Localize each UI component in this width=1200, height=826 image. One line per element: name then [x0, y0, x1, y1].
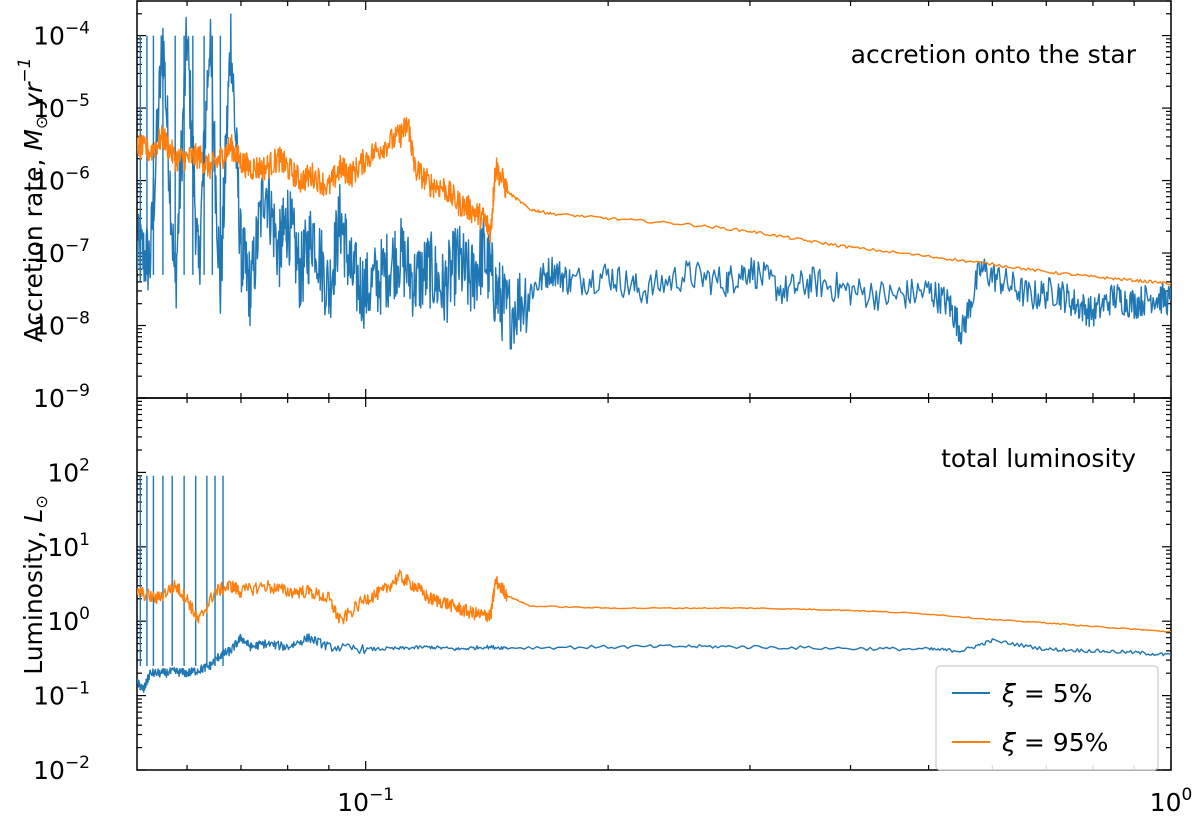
bottom-ytick-label: 100: [47, 604, 90, 636]
x-tick-label: 10−1: [337, 785, 394, 817]
top-axis-ticks: [137, 0, 1172, 399]
bottom-panel-frame: [136, 397, 1172, 771]
bottom-series-xi-95: [137, 569, 1171, 633]
x-tick-labels: 10−1 100: [337, 785, 1192, 817]
top-panel: 10−9 10−8 10−7 10−6 10−5 10−4 accretion onto …: [15, 0, 1172, 413]
top-panel-label: accretion onto the star: [851, 40, 1137, 69]
legend-label-xi-5: ξ = 5%: [1001, 679, 1092, 708]
top-ytick-label: 10−8: [33, 309, 90, 341]
top-ytick-label: 10−9: [33, 381, 90, 413]
top-series-xi-95: [137, 116, 1171, 286]
top-series-group: [137, 13, 1171, 350]
legend: ξ = 5% ξ = 95%: [935, 665, 1159, 771]
top-ytick-label: 10−6: [33, 164, 90, 196]
bottom-ytick-label: 10−1: [33, 679, 90, 711]
top-y-axis-title: Accretion rate, M⊙ yr−1: [15, 58, 51, 343]
top-ytick-label: 10−7: [33, 236, 90, 268]
bottom-y-tick-labels: 10−2 10−1 100 101 102: [33, 455, 90, 785]
bottom-ytick-label: 101: [47, 530, 90, 562]
bottom-series-xi-5: [137, 633, 1171, 693]
bottom-y-axis-title: Luminosity, L⊙: [19, 495, 51, 675]
top-ytick-label: 10−4: [33, 19, 90, 51]
x-tick-label: 100: [1150, 785, 1193, 817]
legend-label-xi-95: ξ = 95%: [1001, 728, 1108, 757]
bottom-series-group: [137, 475, 1171, 693]
bottom-ytick-label: 102: [47, 455, 90, 487]
top-ytick-label: 10−5: [33, 91, 90, 123]
bottom-axis-ticks: [137, 397, 1172, 771]
bottom-ytick-label: 10−2: [33, 753, 90, 785]
bottom-panel-label: total luminosity: [941, 444, 1136, 473]
bottom-panel: 10−2 10−1 100 101 102 10−1 100 total luminosi…: [19, 397, 1192, 817]
legend-box: [935, 665, 1159, 771]
top-y-tick-labels: 10−9 10−8 10−7 10−6 10−5 10−4: [33, 19, 90, 413]
